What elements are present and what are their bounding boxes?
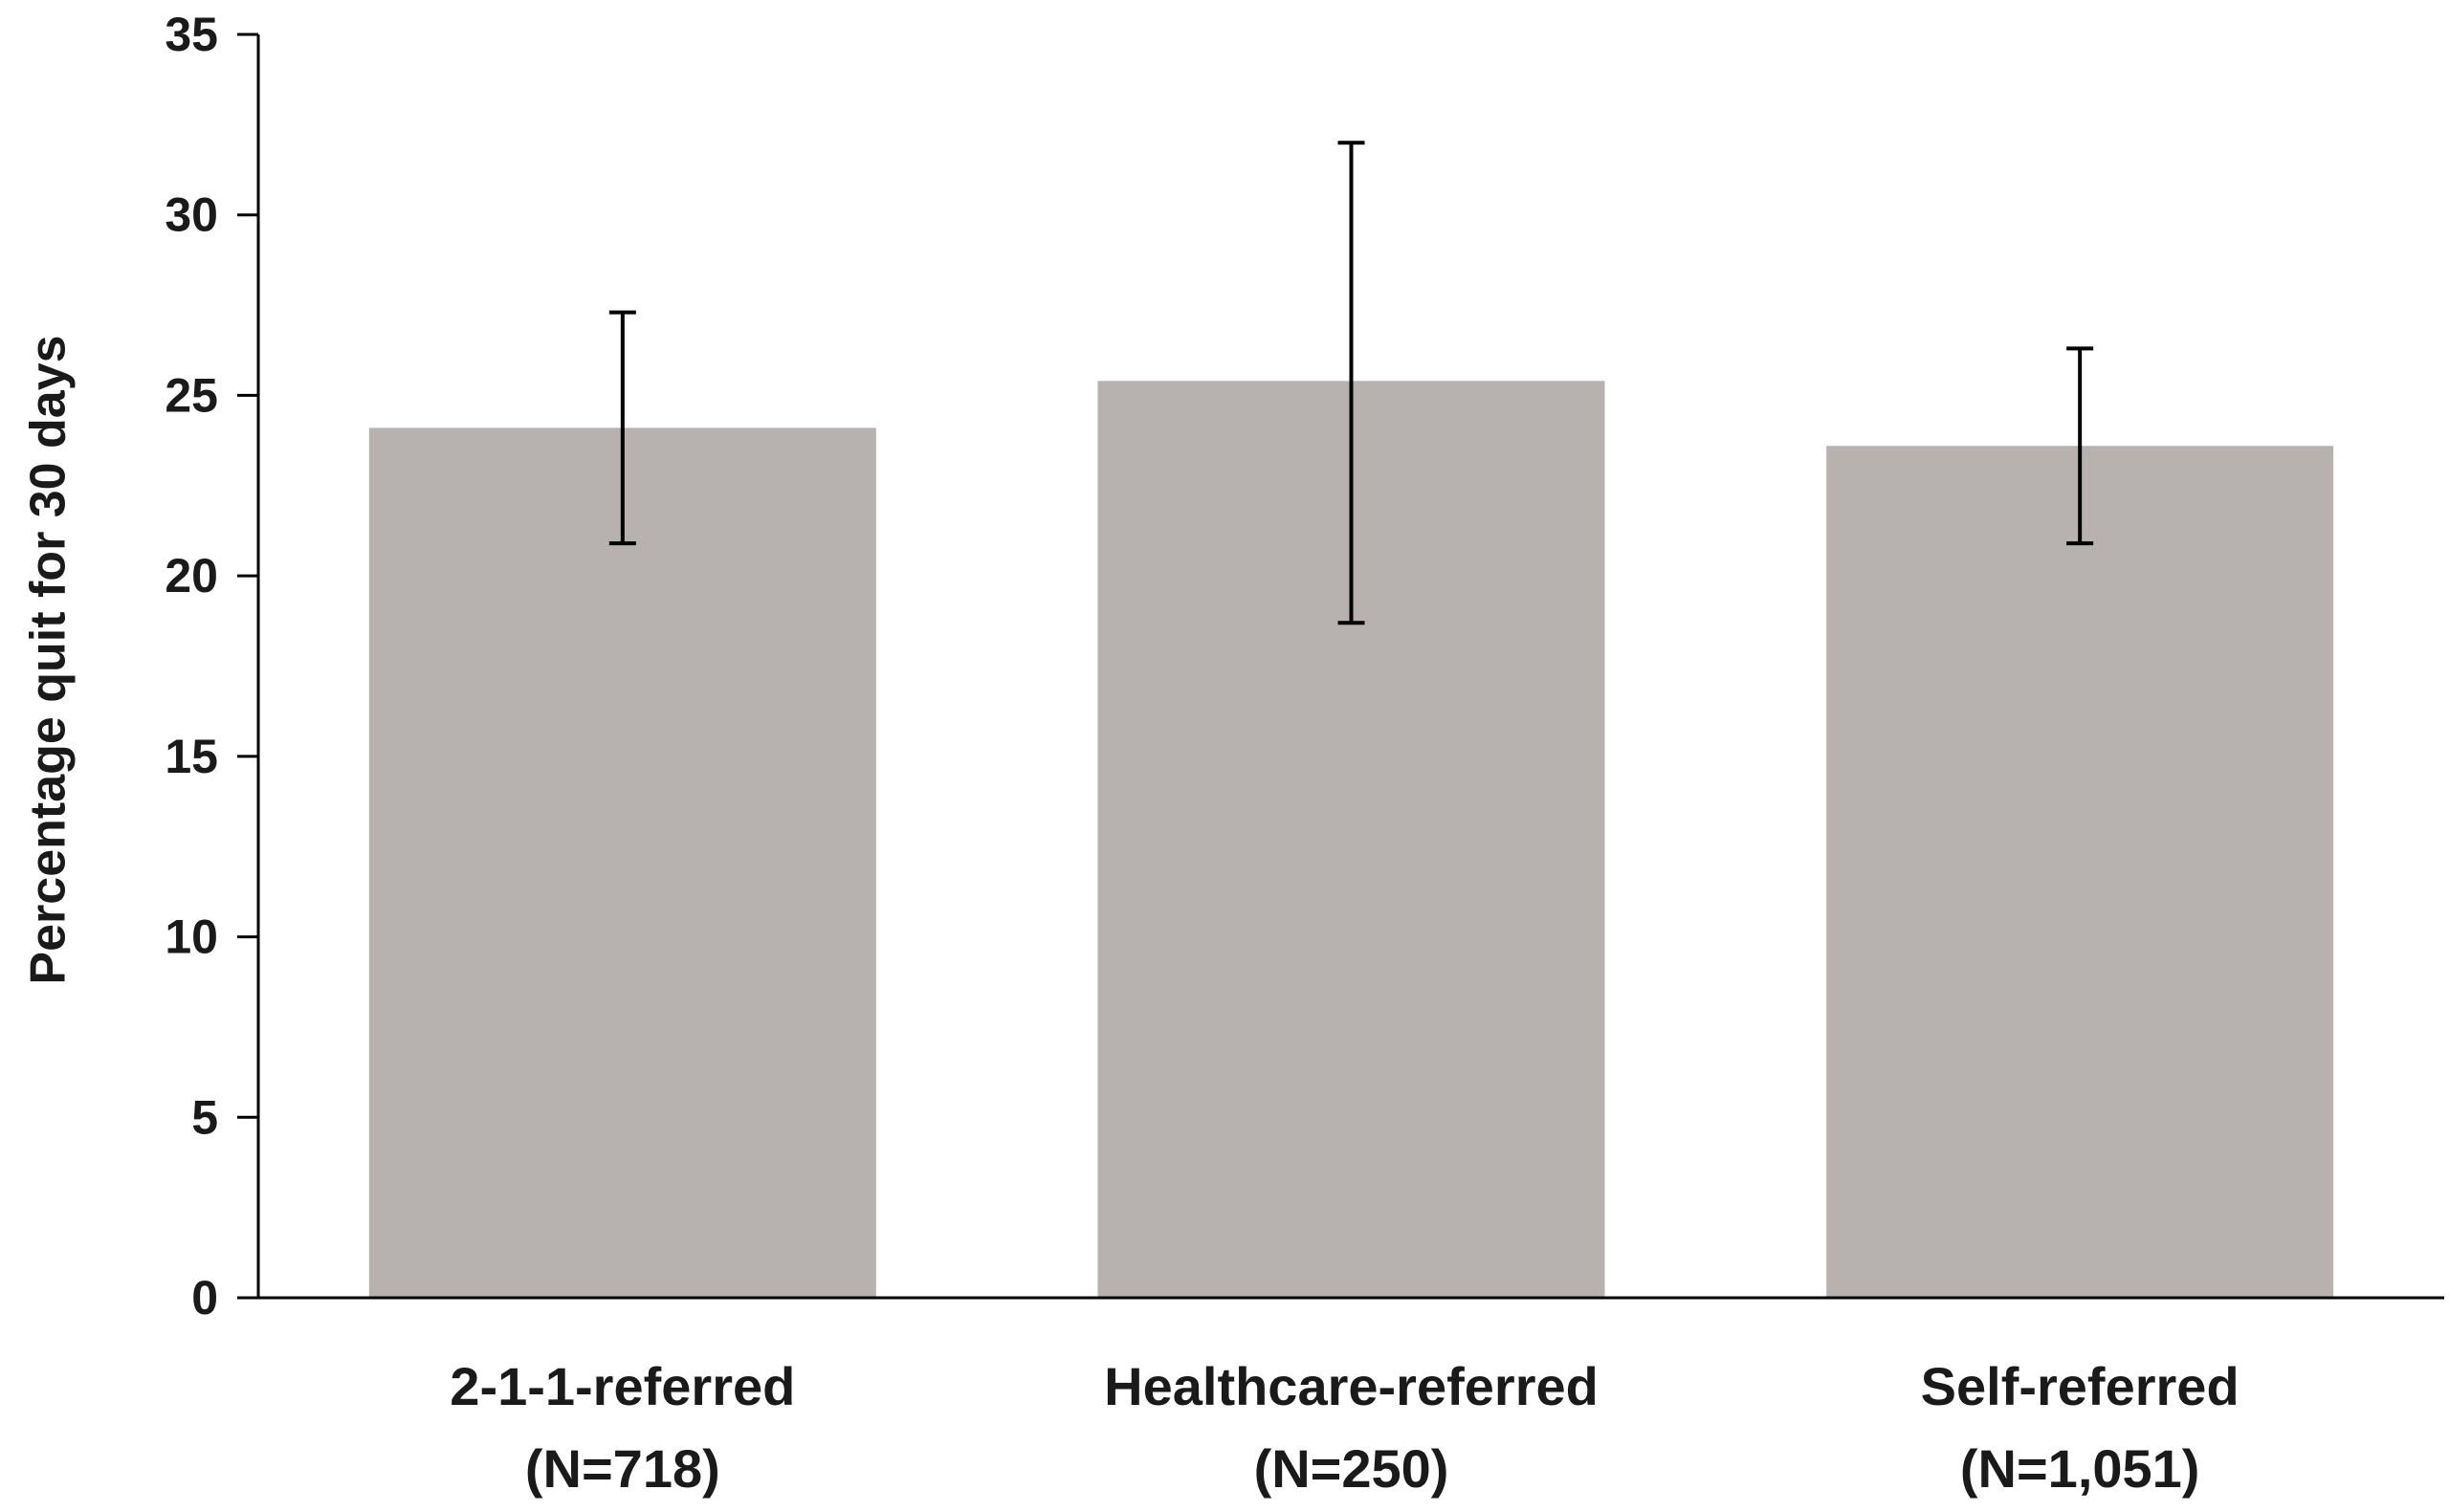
x-category-count-label: (N=250) <box>1254 1438 1449 1499</box>
bar <box>368 427 876 1298</box>
x-category-label: Self-referred <box>1921 1356 2239 1416</box>
y-tick-label: 25 <box>165 368 218 422</box>
y-tick-label: 20 <box>165 549 218 603</box>
y-tick-label: 5 <box>191 1090 218 1144</box>
bar <box>1826 446 2334 1299</box>
x-category-count-label: (N=718) <box>525 1438 720 1499</box>
y-tick-label: 10 <box>165 910 218 964</box>
y-tick-label: 0 <box>191 1271 218 1325</box>
x-category-label: 2-1-1-referred <box>450 1356 795 1416</box>
y-tick-label: 35 <box>165 8 218 61</box>
x-category-count-label: (N=1,051) <box>1960 1438 2200 1499</box>
x-category-label: Healthcare-referred <box>1104 1356 1599 1416</box>
y-tick-label: 15 <box>165 730 218 783</box>
y-axis-label: Percentage quit for 30 days <box>21 335 77 984</box>
y-tick-label: 30 <box>165 188 218 242</box>
